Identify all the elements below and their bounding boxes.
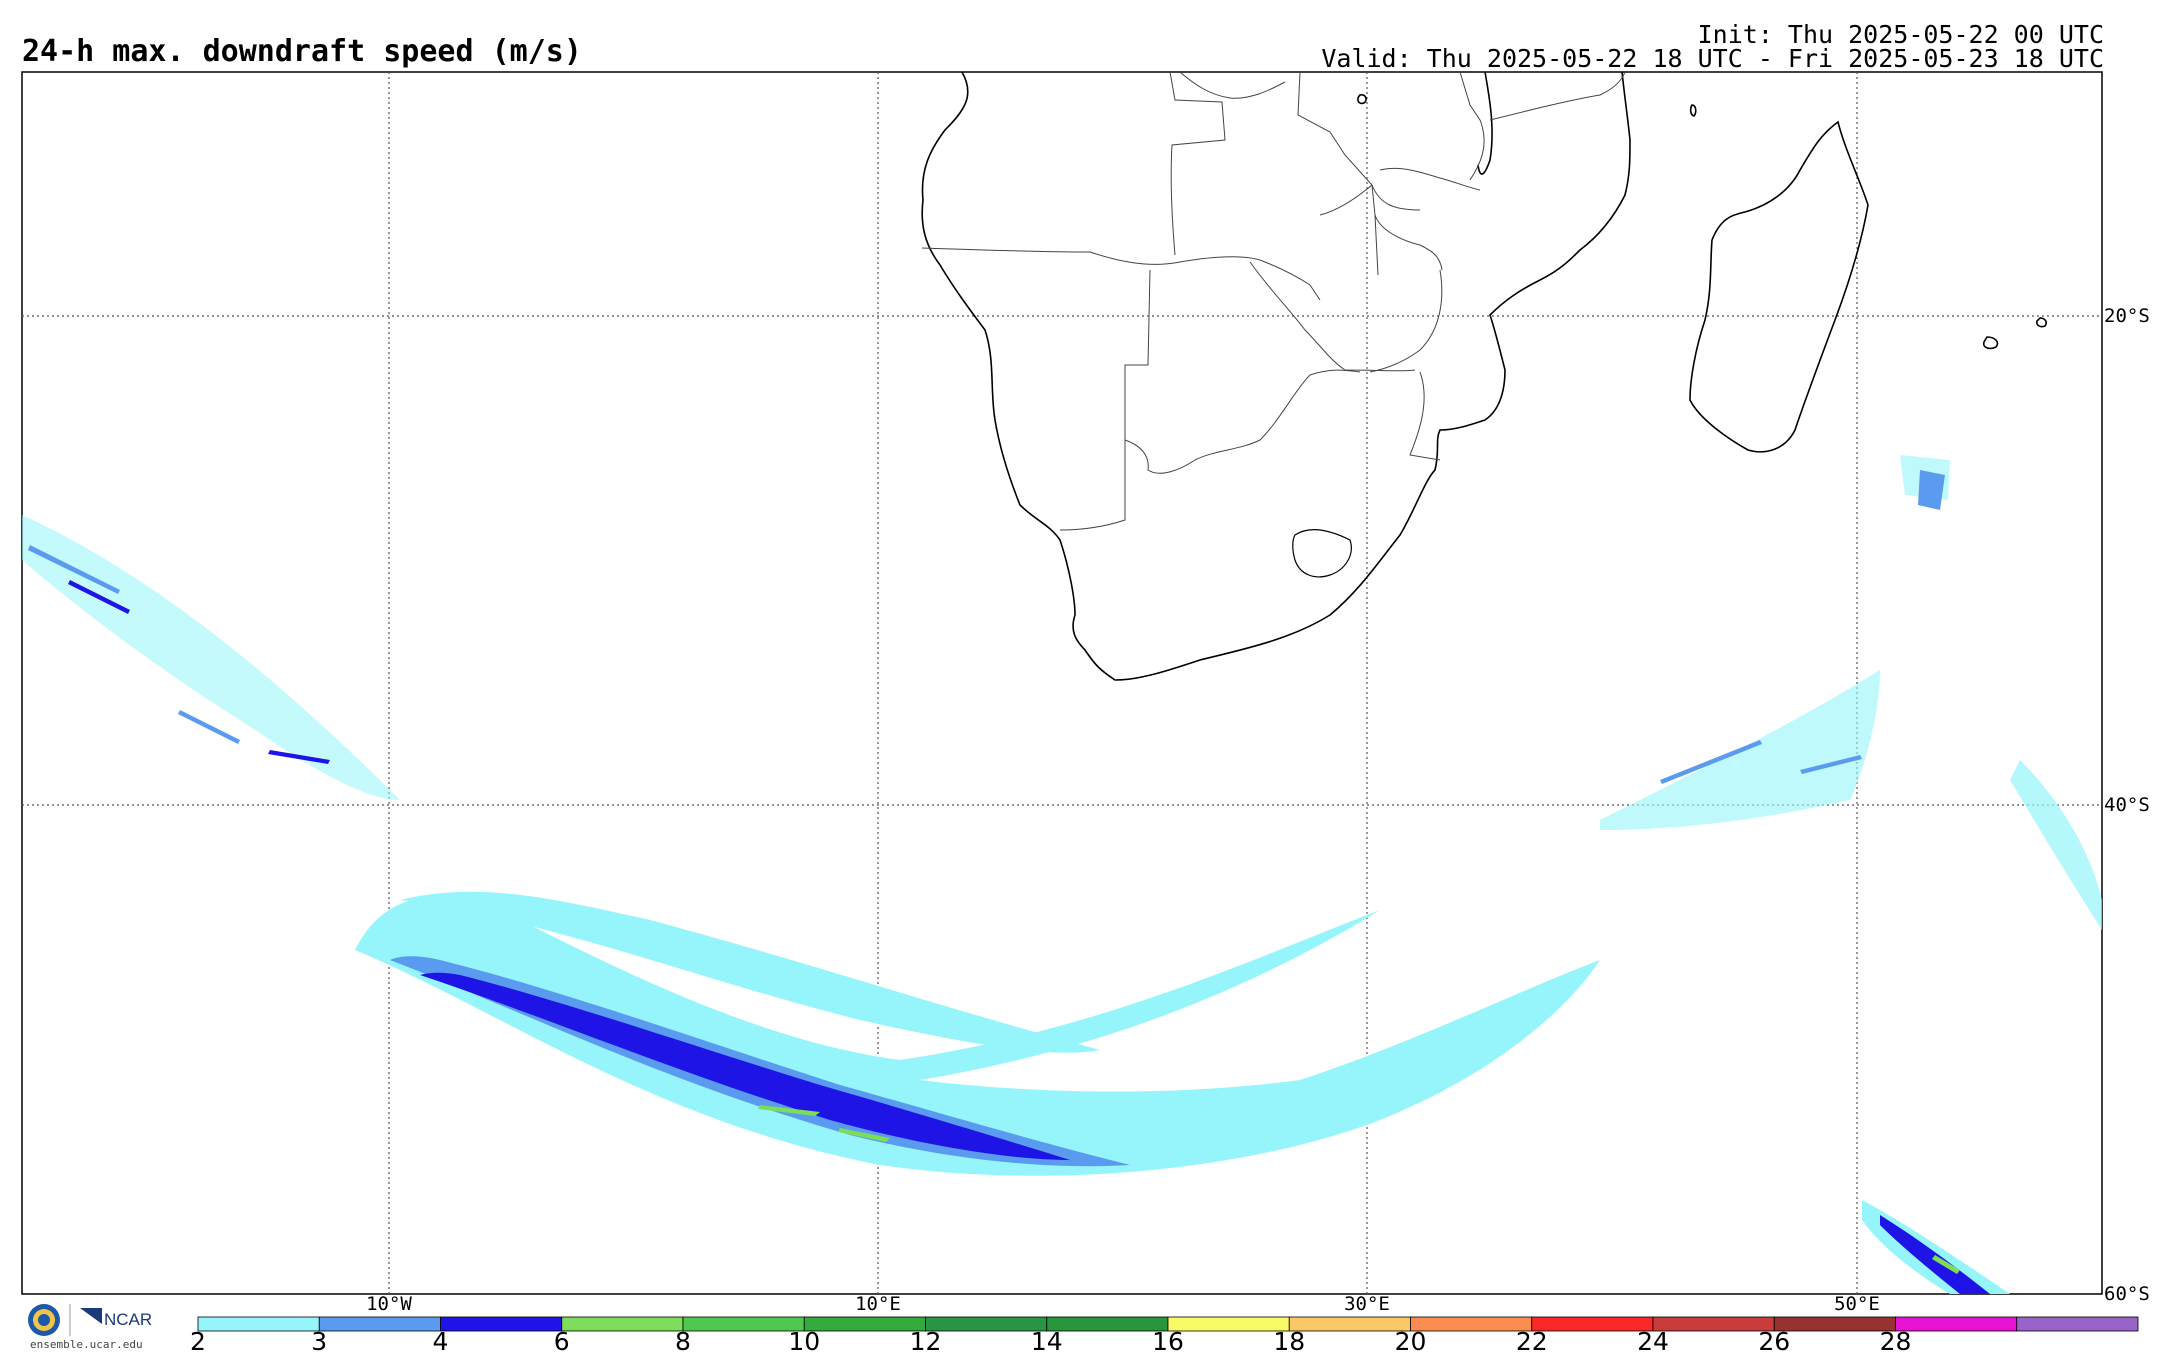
colorbar-tick-label: 26 — [1758, 1327, 1790, 1354]
lat-label-20s: 20°S — [2104, 305, 2150, 327]
colorbar-segment — [318, 1316, 441, 1332]
coastlines — [921, 71, 2047, 681]
colorbar-segment — [925, 1316, 1048, 1332]
page-title: 24-h max. downdraft speed (m/s) — [22, 34, 582, 69]
colorbar-segment — [1410, 1316, 1533, 1332]
downdraft-field — [22, 455, 2102, 1294]
colorbar-tick-label: 2 — [190, 1327, 206, 1354]
colorbar-segment — [1895, 1316, 2018, 1332]
logo — [22, 1300, 172, 1354]
ncar-logo-icon — [80, 1308, 102, 1324]
init-time: Init: Thu 2025-05-22 00 UTC — [1697, 20, 2104, 49]
lon-label-50e: 50°E — [1834, 1293, 1880, 1315]
logo-url: ensemble.ucar.edu — [30, 1338, 143, 1351]
colorbar-tick-label: 22 — [1516, 1327, 1548, 1354]
colorbar: 2 3 4 6 8 10 12 14 16 18 20 22 24 26 28 — [190, 1316, 2139, 1354]
colorbar-tick-label: 18 — [1273, 1327, 1305, 1354]
valid-time: Valid: Thu 2025-05-22 18 UTC - Fri 2025-… — [1321, 44, 2104, 73]
colorbar-segment — [1288, 1316, 1411, 1332]
colorbar-tick-label: 10 — [788, 1327, 820, 1354]
colorbar-tick-label: 6 — [554, 1327, 570, 1354]
colorbar-segment — [1652, 1316, 1775, 1332]
colorbar-segment — [803, 1316, 926, 1332]
colorbar-tick-label: 28 — [1880, 1327, 1912, 1354]
colorbar-segment — [561, 1316, 684, 1332]
ncar-label: NCAR — [104, 1310, 153, 1329]
colorbar-tick-label: 8 — [675, 1327, 691, 1354]
colorbar-segment — [682, 1316, 805, 1332]
colorbar-segment — [197, 1316, 320, 1332]
colorbar-tick-label: 12 — [910, 1327, 942, 1354]
colorbar-segment — [2016, 1316, 2139, 1332]
lon-label-30e: 30°E — [1344, 1293, 1390, 1315]
country-borders — [921, 71, 1626, 531]
colorbar-tick-label: 4 — [433, 1327, 449, 1354]
lat-label-40s: 40°S — [2104, 794, 2150, 816]
lat-label-60s: 60°S — [2104, 1283, 2150, 1305]
lon-label-10e: 10°E — [855, 1293, 901, 1315]
colorbar-tick-label: 20 — [1395, 1327, 1427, 1354]
colorbar-tick-label: 14 — [1031, 1327, 1063, 1354]
colorbar-segment — [440, 1316, 563, 1332]
colorbar-segment — [1531, 1316, 1654, 1332]
colorbar-tick-label: 24 — [1637, 1327, 1669, 1354]
lon-label-10w: 10°W — [366, 1293, 412, 1315]
graticule — [22, 72, 2102, 1294]
colorbar-segment — [1773, 1316, 1896, 1332]
colorbar-segment — [1046, 1316, 1169, 1332]
nsf-logo-icon — [28, 1304, 102, 1336]
colorbar-segment — [1167, 1316, 1290, 1332]
map-frame — [21, 71, 2103, 1295]
colorbar-tick-label: 16 — [1152, 1327, 1184, 1354]
colorbar-tick-label: 3 — [311, 1327, 327, 1354]
